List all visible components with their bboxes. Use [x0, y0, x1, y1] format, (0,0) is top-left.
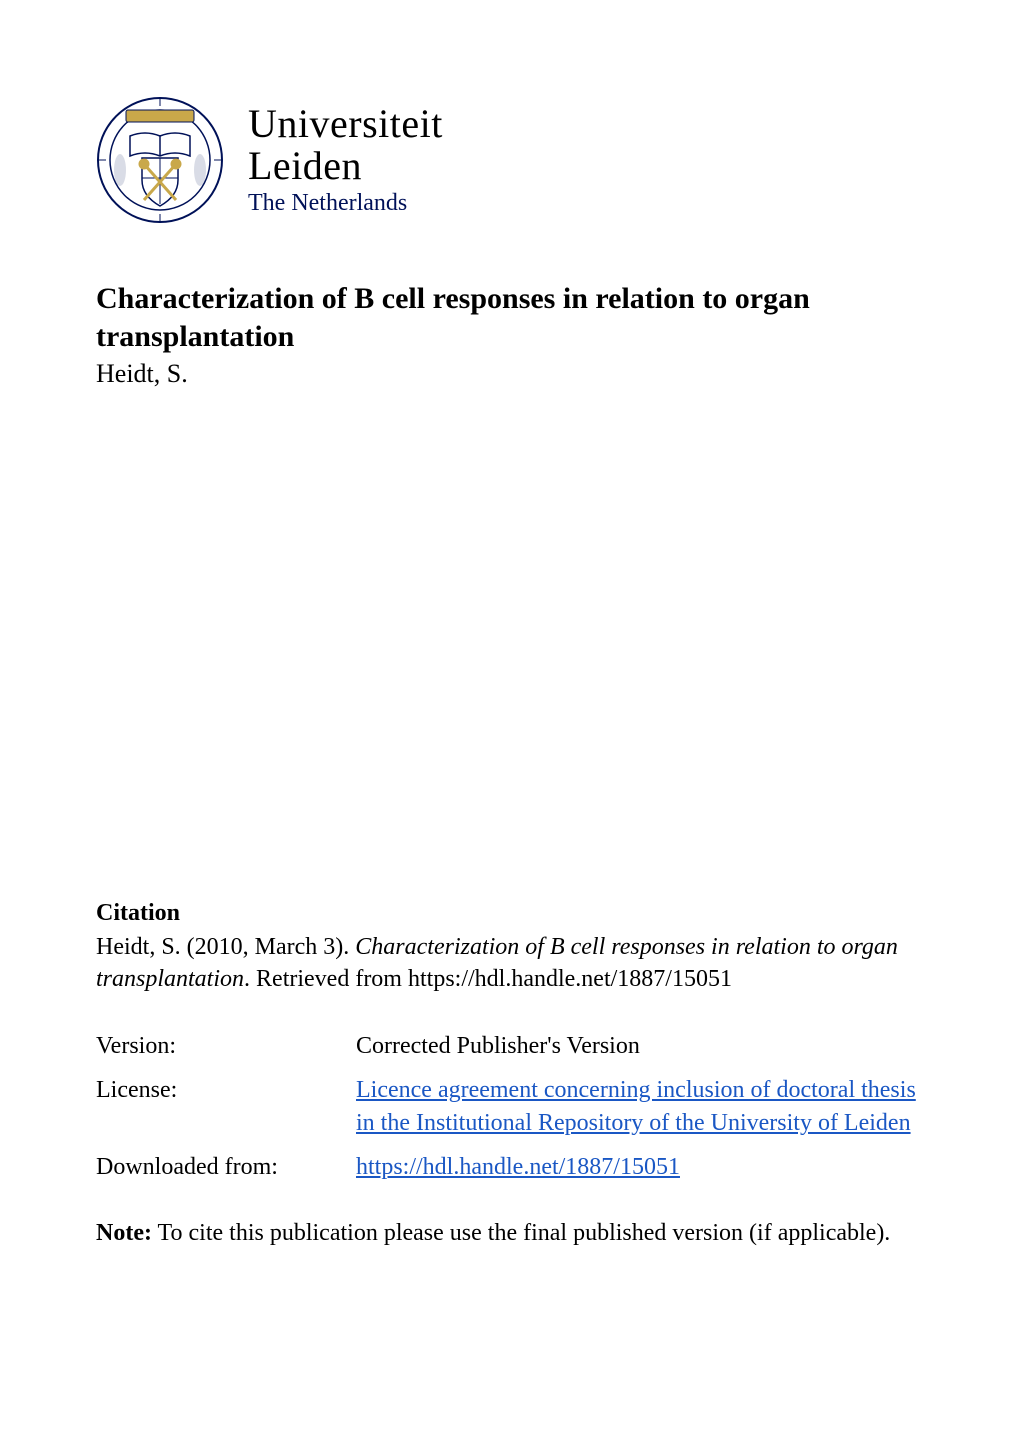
meta-key: Version: [96, 1024, 356, 1068]
metadata-table-body: Version: Corrected Publisher's Version L… [96, 1024, 924, 1190]
metadata-table: Version: Corrected Publisher's Version L… [96, 1024, 924, 1190]
citation-author: Heidt, S. [96, 934, 181, 960]
citation-heading: Citation [96, 900, 924, 927]
page-title: Characterization of B cell responses in … [96, 280, 924, 355]
title-block: Characterization of B cell responses in … [96, 280, 924, 389]
wordmark-line2: Leiden [248, 145, 443, 187]
citation-text: Heidt, S. (2010, March 3). Characterizat… [96, 931, 924, 996]
download-link[interactable]: https://hdl.handle.net/1887/15051 [356, 1154, 680, 1180]
note: Note: To cite this publication please us… [96, 1217, 924, 1249]
meta-key: License: [96, 1068, 356, 1145]
table-row: License: Licence agreement concerning in… [96, 1068, 924, 1145]
university-seal-icon [96, 96, 224, 224]
citation-date: (2010, March 3). [187, 934, 350, 960]
license-link[interactable]: Licence agreement concerning inclusion o… [356, 1077, 916, 1135]
meta-value: https://hdl.handle.net/1887/15051 [356, 1145, 924, 1189]
table-row: Version: Corrected Publisher's Version [96, 1024, 924, 1068]
meta-value: Corrected Publisher's Version [356, 1024, 924, 1068]
wordmark-line3: The Netherlands [248, 191, 443, 216]
logo-row: Universiteit Leiden The Netherlands [96, 96, 924, 224]
meta-value: Licence agreement concerning inclusion o… [356, 1068, 924, 1145]
citation-url: https://hdl.handle.net/1887/15051 [408, 966, 732, 992]
author: Heidt, S. [96, 359, 924, 389]
note-prefix: Note: [96, 1220, 152, 1246]
citation-retrieved-prefix: . Retrieved from [244, 966, 408, 992]
wordmark-line1: Universiteit [248, 103, 443, 145]
university-wordmark: Universiteit Leiden The Netherlands [248, 103, 443, 216]
table-row: Downloaded from: https://hdl.handle.net/… [96, 1145, 924, 1189]
meta-key: Downloaded from: [96, 1145, 356, 1189]
note-text: To cite this publication please use the … [152, 1220, 890, 1246]
citation-block: Citation Heidt, S. (2010, March 3). Char… [96, 900, 924, 1250]
meta-value-text: Corrected Publisher's Version [356, 1033, 640, 1059]
